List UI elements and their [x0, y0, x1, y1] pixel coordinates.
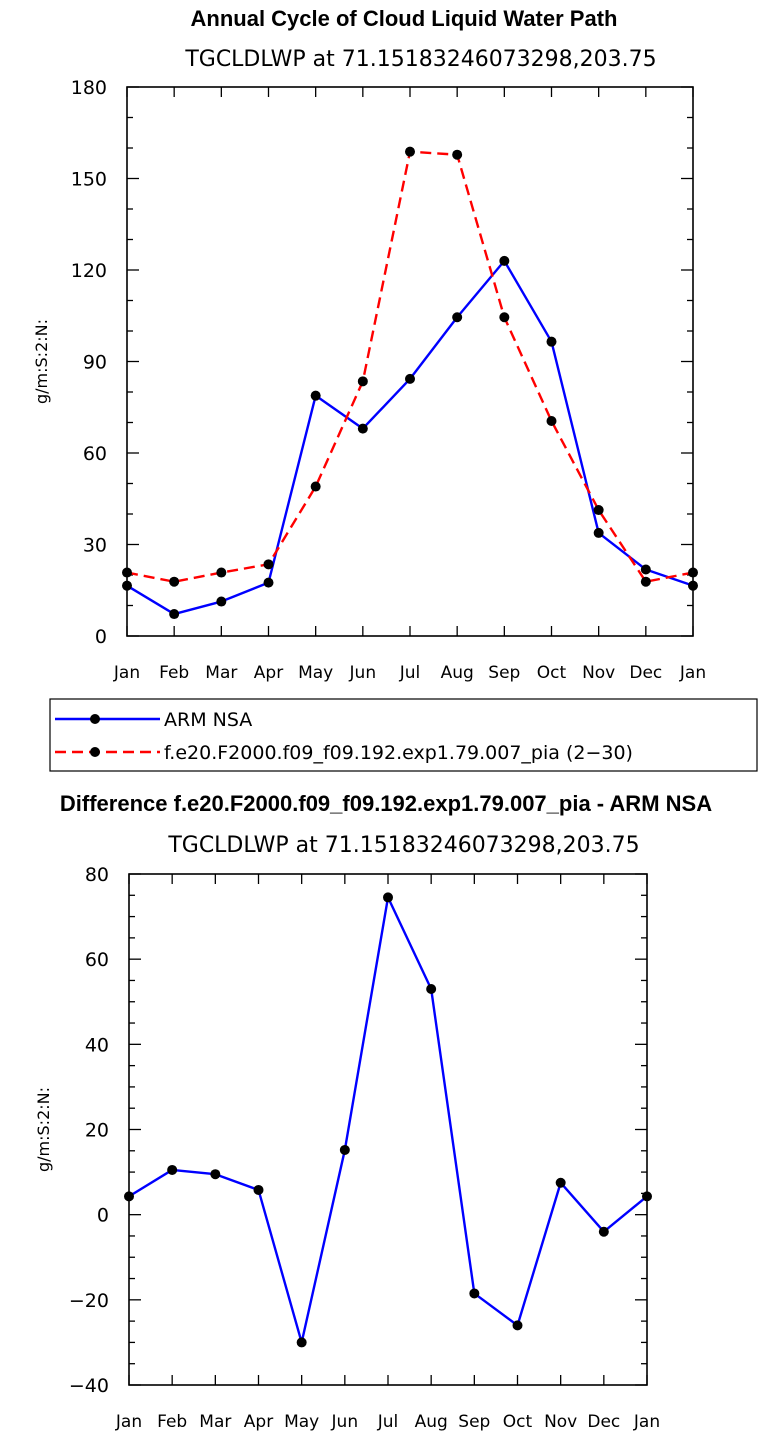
data-point-s0-8	[469, 1288, 480, 1299]
x-tick-label: Aug	[415, 1412, 448, 1432]
x-tick-label: Jan	[679, 663, 706, 683]
y-tick-label: 30	[83, 535, 107, 557]
data-point-s0-1	[169, 609, 180, 620]
y-tick-label: −40	[69, 1375, 109, 1397]
data-point-s0-0	[124, 1191, 134, 1202]
data-point-s1-2	[216, 567, 227, 578]
data-point-s1-12	[688, 567, 698, 578]
x-tick-label: Sep	[458, 1412, 490, 1432]
legend-label-arm-nsa: ARM NSA	[164, 709, 252, 731]
data-point-s1-1	[169, 576, 180, 587]
data-point-s1-3	[263, 559, 274, 570]
y-tick-label: 150	[71, 169, 107, 191]
data-point-s1-6	[405, 146, 415, 157]
y-tick-label: 60	[85, 949, 109, 971]
data-point-s0-12	[688, 580, 698, 591]
x-tick-label: Oct	[503, 1412, 533, 1432]
data-point-s0-10	[593, 527, 604, 538]
x-tick-label: Jun	[349, 663, 377, 683]
data-point-s0-1	[167, 1164, 178, 1175]
x-tick-label: Feb	[159, 663, 189, 683]
chart2-title: Difference f.e20.F2000.f09_f09.192.exp1.…	[60, 791, 712, 816]
data-point-s0-6	[405, 373, 415, 384]
x-tick-label: Oct	[537, 663, 567, 683]
legend-marker-arm-nsa	[90, 714, 100, 724]
data-point-s0-9	[512, 1320, 523, 1331]
data-point-s0-7	[426, 983, 437, 994]
data-point-s0-3	[253, 1184, 264, 1195]
x-tick-label: Apr	[254, 663, 283, 683]
legend-marker-model	[90, 747, 100, 757]
x-tick-label: Apr	[244, 1412, 273, 1432]
data-point-s0-2	[210, 1169, 221, 1180]
data-point-s1-7	[452, 149, 463, 160]
x-tick-label: Sep	[488, 663, 520, 683]
data-point-s0-5	[357, 423, 368, 434]
x-tick-label: Nov	[544, 1412, 577, 1432]
x-tick-label: Jan	[633, 1412, 660, 1432]
data-point-s0-8	[499, 255, 510, 266]
x-tick-label: Aug	[441, 663, 474, 683]
chart1-subtitle: TGCLDLWP at 71.15183246073298,203.75	[184, 47, 656, 72]
data-point-s0-12	[642, 1191, 652, 1202]
x-tick-label: Jan	[115, 1412, 142, 1432]
plot-frame	[128, 873, 648, 1386]
y-tick-label: 80	[85, 864, 109, 886]
x-tick-label: Dec	[629, 663, 662, 683]
data-point-s0-7	[452, 312, 463, 323]
data-point-s0-11	[640, 564, 651, 575]
legend: ARM NSA f.e20.F2000.f09_f09.192.exp1.79.…	[49, 698, 758, 772]
y-tick-label: 60	[83, 443, 107, 465]
y-tick-label: −20	[69, 1290, 109, 1312]
data-point-s1-9	[546, 415, 557, 426]
y-tick-label: 0	[95, 626, 107, 648]
data-point-s1-5	[357, 376, 368, 387]
x-tick-label: Jul	[399, 663, 421, 683]
data-point-s1-11	[640, 576, 651, 587]
data-point-s0-9	[546, 336, 557, 347]
data-point-s1-8	[499, 312, 510, 323]
x-tick-label: May	[298, 663, 333, 683]
x-tick-label: Mar	[205, 663, 237, 683]
series-line-0	[126, 259, 694, 616]
y-tick-label: 0	[97, 1205, 109, 1227]
x-tick-label: Mar	[199, 1412, 231, 1432]
data-point-s0-0	[122, 580, 132, 591]
y-tick-label: 120	[71, 260, 107, 282]
series-line-1	[126, 150, 694, 583]
x-tick-label: Nov	[582, 663, 615, 683]
data-point-s0-4	[310, 390, 321, 401]
chart1-plot-area: 0 30 60 90 120 150 180 Jan Feb Mar Apr May Jun Jul Aug…	[32, 77, 706, 683]
data-point-s0-10	[555, 1177, 566, 1188]
data-point-s0-5	[339, 1144, 350, 1155]
data-point-s1-0	[122, 567, 132, 578]
y-axis-title: g/m:S:2:N:	[34, 1087, 53, 1172]
x-tick-label: Dec	[587, 1412, 620, 1432]
chart1-title: Annual Cycle of Cloud Liquid Water Path	[191, 6, 618, 31]
x-tick-label: Jul	[377, 1412, 399, 1432]
data-point-s0-3	[263, 577, 274, 588]
y-axis-title: g/m:S:2:N:	[32, 319, 51, 404]
legend-box	[49, 698, 758, 772]
x-tick-label: May	[284, 1412, 319, 1432]
y-tick-label: 180	[71, 77, 107, 99]
y-tick-label: 90	[83, 352, 107, 374]
y-tick-label: 40	[85, 1034, 109, 1056]
data-point-s1-4	[310, 481, 321, 492]
chart2-plot-area: −40 −20 0 20 40 60 80 Jan Feb Mar Apr May Jun Jul Aug S…	[34, 864, 660, 1432]
data-point-s0-2	[216, 596, 227, 607]
x-tick-label: Feb	[157, 1412, 187, 1432]
data-point-s0-6	[383, 892, 393, 903]
chart2-subtitle-text: TGCLDLWP at 71.15183246073298,203.75	[167, 833, 639, 858]
plot-frame	[126, 86, 694, 637]
data-point-s0-11	[598, 1226, 609, 1237]
y-tick-label: 20	[85, 1120, 109, 1142]
x-tick-label: Jan	[113, 663, 140, 683]
series-line-0	[128, 896, 648, 1344]
x-tick-label: Jun	[331, 1412, 359, 1432]
data-point-s0-4	[296, 1337, 307, 1348]
data-point-s1-10	[593, 505, 604, 516]
legend-label-model: f.e20.F2000.f09_f09.192.exp1.79.007_pia …	[164, 742, 633, 764]
